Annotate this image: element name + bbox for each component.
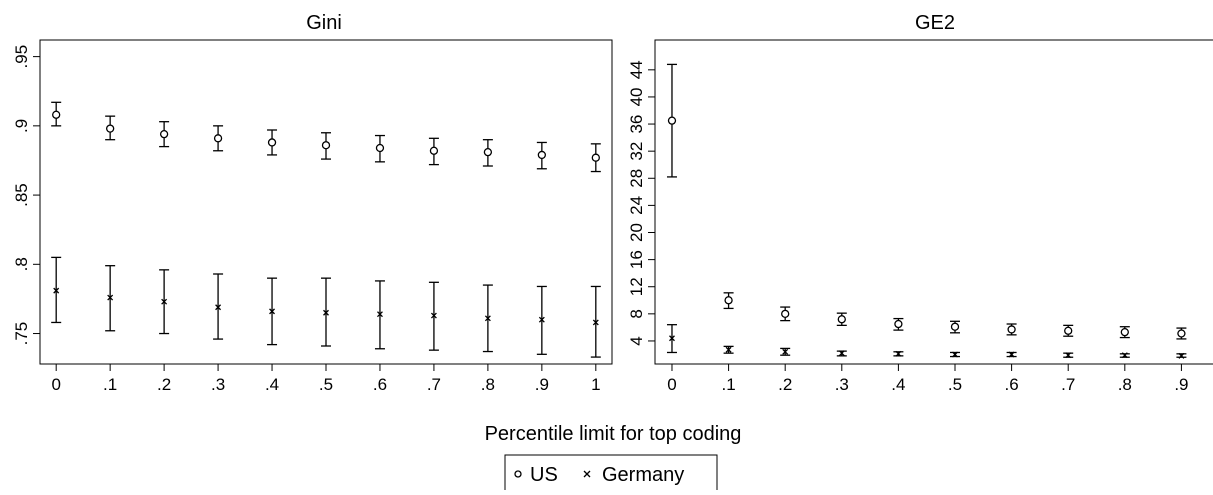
ge2-germany-point [1178, 352, 1185, 359]
gini-x-tick-label: .5 [319, 375, 333, 394]
ge2-germany-point [725, 346, 732, 353]
ge2-us-point [1120, 327, 1129, 337]
gini-x-tick-label: .2 [157, 375, 171, 394]
ge2-x-tick-label: .3 [835, 375, 849, 394]
ge2-x-tick-label: .6 [1005, 375, 1019, 394]
ge2-y-tick-label: 40 [627, 87, 646, 106]
gini-x-tick-label: .4 [265, 375, 279, 394]
ge2-us-point [1177, 329, 1186, 338]
ge2-y-tick-label: 44 [627, 60, 646, 79]
gini-germany-point [269, 308, 275, 315]
ge2-y-tick-label: 36 [627, 115, 646, 134]
gini-us-point [537, 150, 546, 160]
gini-axes: 0 .1 .2 .3 .4 .5 .6 .7 .8 .9 1 .75 .8 .85 .9 .95 [12, 45, 601, 394]
legend: US Germany [504, 454, 718, 492]
gini-germany-point [215, 304, 222, 311]
legend-marker-us [514, 470, 522, 478]
ge2-panel: GE2 0.1.2.3.4.5.6.7.8.914812162024283236… [627, 12, 1213, 394]
ge2-us-point [837, 315, 846, 324]
x-axis-title: Percentile limit for top coding [485, 423, 742, 445]
legend-marker-germany [583, 470, 591, 478]
legend-label-us: US [530, 464, 558, 486]
gini-marks [51, 101, 601, 358]
gini-us-point [159, 130, 169, 139]
gini-us-point [483, 148, 493, 157]
ge2-y-tick-label: 28 [627, 169, 646, 188]
ge2-germany-point [952, 351, 958, 358]
ge2-x-tick-label: .8 [1118, 375, 1132, 394]
gini-panel: Gini 0 .1 .2 .3 .4 .5 .6 .7 .8 .9 1 .75 .8 .85 .9 .95 [12, 12, 613, 394]
ge2-x-tick-label: .2 [778, 375, 792, 394]
gini-us-point [375, 143, 385, 153]
gini-x-tick-label: .6 [373, 375, 387, 394]
gini-x-tick-label: .1 [103, 375, 117, 394]
gini-us-point [321, 141, 331, 150]
ge2-y-tick-label: 24 [627, 196, 646, 215]
gini-germany-point [107, 294, 114, 301]
gini-y-tick-label: .75 [12, 322, 31, 346]
gini-y-tick-label: .9 [12, 119, 31, 133]
ge2-axes: 0.1.2.3.4.5.6.7.8.9148121620242832364044 [627, 60, 1189, 394]
ge2-germany-point [782, 348, 789, 355]
ge2-germany-point [1121, 352, 1128, 359]
ge2-germany-point [1008, 351, 1015, 358]
ge2-us-point [781, 309, 790, 318]
ge2-marks [666, 63, 1187, 359]
ge2-x-tick-label: .1 [721, 375, 735, 394]
ge2-x-tick-label: 0 [667, 375, 676, 394]
ge2-germany-point [669, 335, 675, 342]
gini-x-tick-label: 0 [51, 375, 60, 394]
gini-germany-point [377, 311, 383, 318]
ge2-us-point [667, 116, 677, 125]
gini-x-tick-label: .9 [535, 375, 549, 394]
gini-x-tick-label: .3 [211, 375, 225, 394]
ge2-y-tick-label: 8 [627, 309, 646, 318]
gini-x-tick-label: 1 [591, 375, 600, 394]
gini-us-point [52, 110, 61, 119]
gini-us-point [213, 134, 223, 143]
ge2-title: GE2 [915, 12, 955, 34]
ge2-us-point [724, 296, 733, 305]
ge2-x-tick-label: .5 [948, 375, 962, 394]
gini-germany-point [53, 287, 60, 294]
ge2-x-tick-label: .9 [1174, 375, 1188, 394]
ge2-y-tick-label: 4 [627, 336, 646, 345]
gini-us-point [591, 153, 600, 162]
ge2-us-point [1007, 325, 1016, 334]
ge2-us-point [1064, 326, 1073, 335]
ge2-y-tick-label: 12 [627, 277, 646, 296]
legend-frame [504, 454, 718, 492]
ge2-y-tick-label: 20 [627, 223, 646, 242]
ge2-us-point [894, 319, 903, 329]
gini-germany-point [538, 316, 545, 323]
gini-x-tick-label: .7 [427, 375, 441, 394]
gini-germany-point [430, 312, 437, 319]
gini-germany-point [323, 309, 329, 316]
gini-us-point [106, 124, 115, 133]
gini-y-tick-label: .85 [12, 183, 31, 207]
gini-germany-point [161, 298, 168, 305]
gini-us-point [429, 146, 439, 155]
ge2-y-tick-label: 16 [627, 250, 646, 269]
gini-y-tick-label: .95 [12, 45, 31, 69]
gini-us-point [267, 138, 277, 147]
gini-title: Gini [306, 12, 342, 34]
ge2-x-tick-label: .7 [1061, 375, 1075, 394]
ge2-germany-point [838, 350, 845, 357]
ge2-us-point [950, 322, 960, 331]
ge2-germany-point [895, 350, 902, 357]
ge2-y-tick-label: 32 [627, 142, 646, 161]
gini-germany-point [592, 319, 599, 326]
legend-label-germany: Germany [602, 464, 684, 486]
gini-germany-point [484, 315, 491, 322]
ge2-x-tick-label: .4 [891, 375, 905, 394]
gini-x-tick-label: .8 [481, 375, 495, 394]
ge2-germany-point [1065, 352, 1072, 359]
gini-y-tick-label: .8 [12, 257, 31, 271]
